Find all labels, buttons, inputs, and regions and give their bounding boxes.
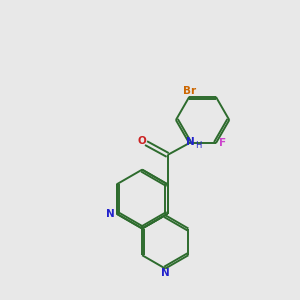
Text: N: N [186, 137, 195, 147]
Text: O: O [138, 136, 146, 146]
Text: H: H [195, 141, 201, 150]
Text: N: N [106, 209, 115, 219]
Text: F: F [219, 138, 226, 148]
Text: N: N [161, 268, 170, 278]
Text: Br: Br [183, 86, 196, 96]
